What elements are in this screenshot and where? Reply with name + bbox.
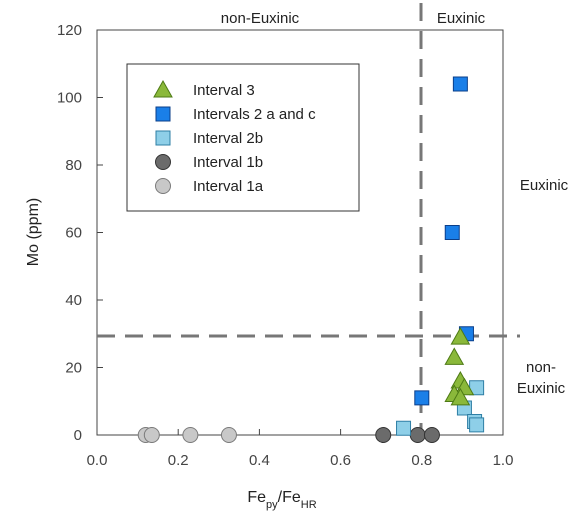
legend-label: Interval 2b [193,130,263,147]
x-axis-title: Fepy/FeHR [247,489,316,511]
x-axis-title-mid: /Fe [278,489,301,506]
data-point-intervals-2-a-and-c [452,76,468,92]
x-tick-label: 0.4 [249,452,270,469]
data-points [137,76,485,443]
legend-marker [155,130,171,146]
data-point-interval-1b [409,427,426,443]
legend-marker [155,154,171,170]
region-label-right-upper: Euxinic [520,177,569,194]
y-tick-label: 120 [57,22,82,39]
x-axis-title-base: Fe [247,489,266,506]
x-axis-title-sub2: HR [301,499,317,511]
x-tick-label: 0.6 [330,452,351,469]
legend-marker [155,178,171,194]
legend-label: Interval 1a [193,178,264,195]
region-label-top-right: Euxinic [437,10,486,27]
y-tick-label: 60 [65,225,82,242]
axis-ticks: 0.0 0.2 0.4 0.6 0.8 1.0 0 20 40 60 80 100 120 [57,22,513,469]
data-point-interval-3 [450,327,471,345]
y-tick-label: 40 [65,292,82,309]
x-tick-label: 0.2 [168,452,189,469]
y-tick-label: 80 [65,157,82,174]
legend-items: Interval 3 Intervals 2 a and c Interval 2b… [153,79,316,195]
data-point-interval-1a [220,427,237,443]
data-point-interval-1a [143,427,160,443]
legend-marker [155,106,171,122]
data-point-interval-3 [450,387,471,406]
x-tick-label: 0.0 [87,452,108,469]
legend: Interval 3 Intervals 2 a and c Interval 2b… [126,63,360,212]
y-tick-label: 20 [65,360,82,377]
legend-label: Interval 3 [193,82,255,99]
region-label-right-lower-1: non- [526,359,556,376]
data-point-interval-1b [423,427,440,443]
data-point-intervals-2-a-and-c [414,390,430,406]
data-point-interval-1b [375,427,392,443]
x-tick-label: 1.0 [493,452,514,469]
y-axis-title: Mo (ppm) [25,198,42,266]
x-axis-title-sub: py [266,499,278,511]
y-tick-label: 0 [74,427,82,444]
legend-marker [153,79,173,98]
legend-label: Interval 1b [193,154,263,171]
data-point-interval-2b [469,417,485,433]
y-tick-label: 100 [57,90,82,107]
region-label-top-left: non-Euxinic [221,10,300,27]
data-point-interval-2b [396,420,412,436]
data-point-interval-1a [182,427,199,443]
data-point-interval-3 [444,347,465,365]
data-point-intervals-2-a-and-c [444,225,460,240]
x-tick-label: 0.8 [411,452,432,469]
legend-label: Intervals 2 a and c [193,106,316,123]
region-label-right-lower-2: Euxinic [517,380,566,397]
